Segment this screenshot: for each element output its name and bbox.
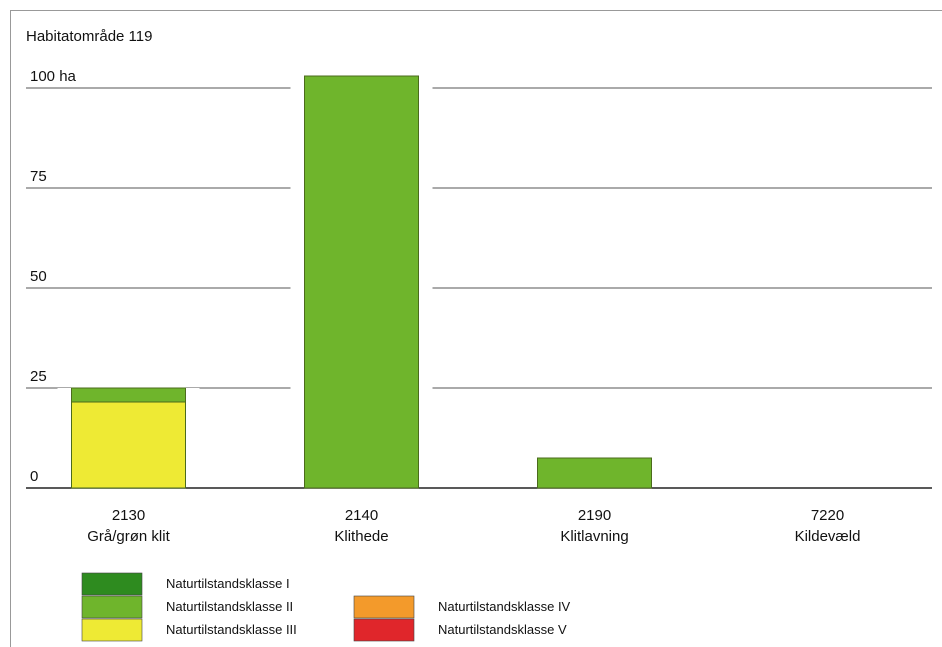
- legend-swatch: [353, 595, 415, 619]
- legend: Naturtilstandsklasse I Naturtilstandsklas…: [81, 572, 571, 642]
- legend-swatch: [81, 572, 143, 596]
- legend-swatch: [81, 595, 143, 619]
- bar-segment: [537, 457, 652, 489]
- y-tick-labels: 0 25 50 75 100 ha: [30, 68, 77, 485]
- legend-label: Naturtilstandsklasse II: [166, 599, 293, 614]
- x-tick-label: 7220: [811, 507, 844, 524]
- legend-label: Naturtilstandsklasse III: [166, 622, 297, 637]
- y-tick-label: 25: [30, 368, 47, 385]
- chart-title: Habitatområde 119: [26, 28, 152, 45]
- bar-segment: [71, 401, 186, 489]
- legend-label: Naturtilstandsklasse I: [166, 576, 290, 591]
- x-tick-label: 2140: [345, 507, 378, 524]
- legend-label: Naturtilstandsklasse IV: [438, 599, 571, 614]
- chart-frame: [10, 10, 942, 647]
- x-tick-label: 2190: [578, 507, 611, 524]
- y-tick-label: 75: [30, 168, 47, 185]
- x-category-name: Kildevæld: [795, 528, 861, 545]
- x-category-name: Klitlavning: [560, 528, 628, 545]
- x-category-name: Klithede: [334, 528, 388, 545]
- y-tick-label: 0: [30, 468, 38, 485]
- bar-segment: [304, 75, 419, 489]
- x-category-name: Grå/grøn klit: [87, 528, 170, 545]
- bars: [57, 75, 666, 489]
- legend-swatch: [81, 618, 143, 642]
- legend-swatch: [353, 618, 415, 642]
- legend-label: Naturtilstandsklasse V: [438, 622, 567, 637]
- y-tick-label: 50: [30, 268, 47, 285]
- x-tick-label: 2130: [112, 507, 145, 524]
- y-tick-label: 100 ha: [30, 68, 77, 85]
- x-tick-labels: 2130 Grå/grøn klit 2140 Klithede 2190 Klitlav…: [87, 507, 860, 545]
- bar-segment: [71, 387, 186, 403]
